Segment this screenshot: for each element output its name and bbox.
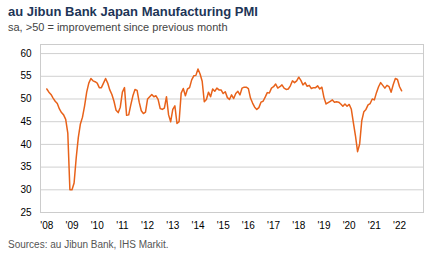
svg-text:'17: '17 [267, 220, 280, 231]
html-text:sa, >50 = improvement since pr: sa, >50 = improvement since previous mon… [8, 21, 228, 33]
svg-text:30: 30 [20, 184, 32, 195]
svg-text:'18: '18 [292, 220, 305, 231]
svg-text:35: 35 [20, 161, 32, 172]
svg-text:'21: '21 [368, 220, 381, 231]
svg-text:60: 60 [20, 48, 32, 59]
html-text:Sources: au Jibun Bank, IHS Ma: Sources: au Jibun Bank, IHS Markit. [8, 239, 169, 250]
svg-text:'13: '13 [166, 220, 179, 231]
svg-text:55: 55 [20, 70, 32, 81]
svg-text:'12: '12 [141, 220, 154, 231]
svg-text:'22: '22 [393, 220, 406, 231]
svg-text:'20: '20 [343, 220, 356, 231]
svg-text:'09: '09 [65, 220, 78, 231]
svg-text:'15: '15 [217, 220, 230, 231]
svg-text:'19: '19 [317, 220, 330, 231]
svg-text:45: 45 [20, 116, 32, 127]
svg-text:25: 25 [20, 207, 32, 218]
svg-text:'11: '11 [116, 220, 129, 231]
svg-text:'08: '08 [40, 220, 53, 231]
svg-text:'16: '16 [242, 220, 255, 231]
svg-text:40: 40 [20, 139, 32, 150]
svg-text:'14: '14 [191, 220, 204, 231]
svg-text:'10: '10 [91, 220, 104, 231]
svg-text:50: 50 [20, 93, 32, 104]
html-text:au Jibun Bank Japan Manufactur: au Jibun Bank Japan Manufacturing PMI [8, 4, 258, 19]
